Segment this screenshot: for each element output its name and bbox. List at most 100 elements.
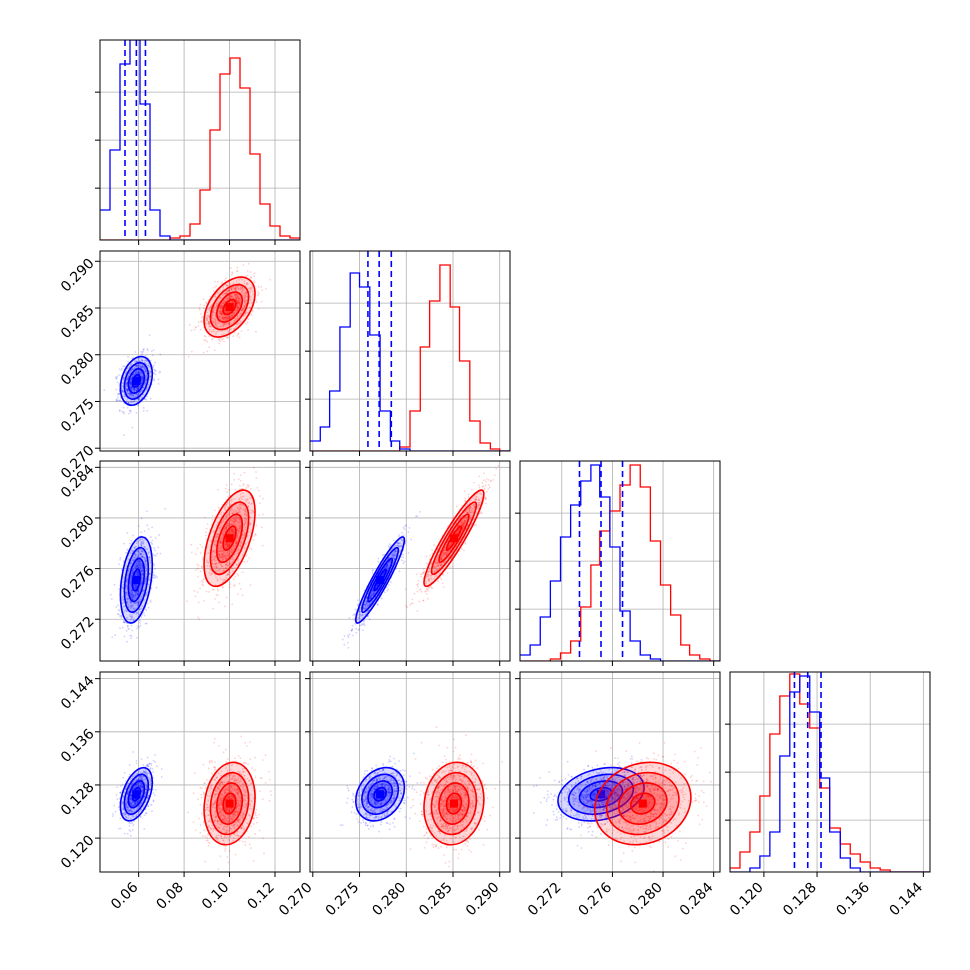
sample-point bbox=[141, 359, 144, 362]
sample-point bbox=[250, 314, 253, 316]
sample-point bbox=[139, 622, 141, 624]
sample-point bbox=[250, 287, 252, 289]
sample-point bbox=[131, 393, 134, 396]
sample-point bbox=[224, 292, 227, 295]
sample-point bbox=[140, 569, 143, 572]
sample-point bbox=[234, 298, 237, 301]
sample-point bbox=[221, 305, 223, 308]
sample-point bbox=[200, 320, 203, 323]
sample-point bbox=[135, 371, 138, 373]
sample-point bbox=[138, 608, 141, 611]
sample-point bbox=[137, 601, 140, 604]
sample-point bbox=[203, 334, 206, 337]
sample-point bbox=[203, 516, 206, 519]
sample-point bbox=[350, 629, 353, 632]
sample-point bbox=[229, 583, 231, 586]
sample-point bbox=[137, 404, 140, 407]
sample-point bbox=[140, 381, 143, 384]
sample-point bbox=[130, 388, 133, 391]
sample-point bbox=[232, 335, 234, 338]
sample-point bbox=[202, 584, 205, 587]
sample-point bbox=[227, 284, 229, 287]
sample-point bbox=[141, 375, 143, 378]
sample-point bbox=[123, 619, 125, 622]
sample-point bbox=[235, 311, 238, 313]
sample-point bbox=[199, 587, 201, 590]
density-peak bbox=[225, 303, 234, 312]
sample-point bbox=[473, 481, 475, 484]
sample-point bbox=[123, 576, 126, 579]
sample-point bbox=[219, 340, 222, 343]
sample-point bbox=[208, 335, 211, 338]
sample-point bbox=[131, 426, 134, 429]
sample-point bbox=[130, 378, 133, 381]
sample-point bbox=[437, 580, 439, 583]
sample-point bbox=[200, 316, 203, 319]
sample-point bbox=[153, 574, 155, 577]
sample-point bbox=[220, 304, 223, 306]
sample-point bbox=[247, 283, 249, 285]
sample-point bbox=[133, 594, 135, 597]
sample-point bbox=[137, 398, 140, 401]
sample-point bbox=[235, 294, 237, 297]
sample-point bbox=[143, 546, 146, 548]
sample-point bbox=[222, 324, 225, 327]
sample-point bbox=[144, 558, 146, 561]
sample-point bbox=[140, 376, 143, 379]
sample-point bbox=[227, 321, 230, 324]
sample-point bbox=[214, 311, 217, 314]
sample-point bbox=[126, 624, 129, 627]
sample-point bbox=[133, 388, 136, 390]
sample-point bbox=[206, 340, 209, 343]
sample-point bbox=[129, 392, 131, 395]
sample-point bbox=[137, 525, 140, 528]
sample-point bbox=[195, 326, 197, 329]
sample-point bbox=[136, 600, 139, 603]
sample-point bbox=[122, 581, 125, 584]
sample-point bbox=[141, 567, 144, 570]
sample-point bbox=[138, 372, 141, 375]
sample-point bbox=[130, 400, 133, 403]
sample-point bbox=[141, 572, 144, 575]
sample-point bbox=[236, 335, 238, 337]
sample-point bbox=[236, 302, 239, 305]
sample-point bbox=[203, 307, 205, 310]
sample-point bbox=[130, 561, 132, 564]
sample-point bbox=[144, 370, 146, 373]
sample-point bbox=[245, 291, 248, 294]
sample-point bbox=[223, 309, 226, 312]
sample-point bbox=[236, 307, 239, 310]
sample-point bbox=[135, 592, 138, 595]
sample-point bbox=[219, 310, 222, 313]
sample-point bbox=[225, 316, 228, 319]
sample-point bbox=[219, 310, 221, 313]
sample-point bbox=[199, 552, 202, 554]
sample-point bbox=[227, 330, 230, 333]
sample-point bbox=[135, 553, 138, 556]
sample-point bbox=[146, 524, 149, 527]
sample-point bbox=[232, 297, 235, 300]
sample-point bbox=[227, 495, 230, 498]
sample-point bbox=[118, 384, 121, 387]
sample-point bbox=[130, 618, 132, 621]
sample-point bbox=[222, 317, 225, 320]
sample-point bbox=[126, 389, 129, 392]
sample-point bbox=[153, 576, 156, 579]
sample-point bbox=[248, 547, 251, 550]
sample-point bbox=[134, 596, 137, 599]
sample-point bbox=[222, 288, 225, 291]
sample-point bbox=[199, 543, 202, 546]
sample-point bbox=[197, 616, 200, 619]
sample-point bbox=[402, 526, 405, 529]
sample-point bbox=[138, 589, 141, 591]
sample-point bbox=[134, 364, 137, 367]
sample-point bbox=[143, 359, 146, 362]
sample-point bbox=[225, 527, 227, 530]
sample-point bbox=[140, 382, 143, 385]
sample-point bbox=[127, 604, 130, 607]
sample-point bbox=[144, 565, 147, 568]
sample-point bbox=[227, 311, 230, 314]
sample-point bbox=[401, 559, 403, 562]
sample-point bbox=[118, 374, 120, 376]
sample-point bbox=[137, 393, 140, 396]
